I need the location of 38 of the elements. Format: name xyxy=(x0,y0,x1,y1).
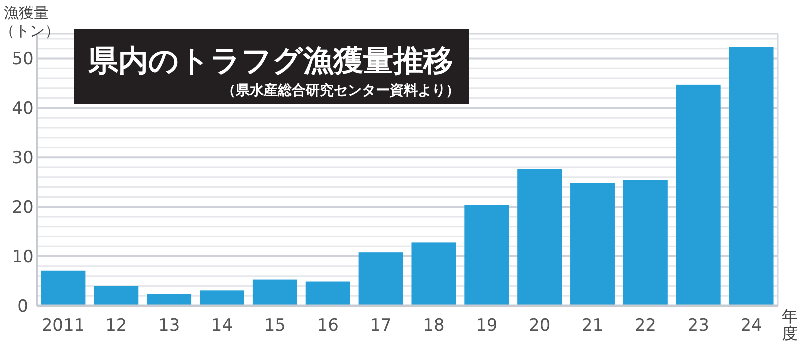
x-tick-label: 19 xyxy=(476,316,498,336)
chart-title: 県内のトラフグ漁獲量推移 xyxy=(88,44,454,79)
x-tick-label: 24 xyxy=(740,316,762,336)
x-tick-label: 2011 xyxy=(42,316,86,336)
x-tick-label: 22 xyxy=(634,316,656,336)
bar xyxy=(464,205,510,306)
bar xyxy=(570,183,615,306)
x-axis-title: 年度 xyxy=(782,307,798,343)
bar xyxy=(306,282,350,306)
bar xyxy=(676,84,721,306)
bar xyxy=(412,242,456,306)
x-tick-label: 12 xyxy=(106,316,128,336)
x-tick-label: 16 xyxy=(317,316,339,336)
y-axis-title: 漁獲量（トン） xyxy=(0,4,60,40)
x-tick-label: 23 xyxy=(688,316,710,336)
bar xyxy=(41,270,86,306)
bar xyxy=(252,280,298,306)
bar xyxy=(94,286,139,306)
bar xyxy=(729,47,774,306)
y-tick-label: 30 xyxy=(12,148,34,169)
x-tick-label: 15 xyxy=(264,316,286,336)
y-tick-label: 10 xyxy=(12,248,34,268)
bar xyxy=(518,169,562,306)
bar xyxy=(200,290,244,306)
y-tick-label: 20 xyxy=(12,198,34,218)
x-tick-label: 18 xyxy=(423,316,445,336)
x-tick-label: 17 xyxy=(370,316,392,336)
y-tick-label: 50 xyxy=(12,50,34,70)
x-tick-label: 21 xyxy=(582,316,604,336)
x-tick-label: 13 xyxy=(158,316,180,336)
bar xyxy=(147,294,192,306)
x-tick-label: 14 xyxy=(211,316,234,336)
bar xyxy=(623,180,668,306)
text: （県水産総合研究センター資料より） xyxy=(222,82,460,99)
y-tick-label: 40 xyxy=(12,99,34,120)
x-tick-label: 20 xyxy=(529,316,551,336)
y-tick-label: 0 xyxy=(18,297,28,317)
bar xyxy=(358,252,404,306)
